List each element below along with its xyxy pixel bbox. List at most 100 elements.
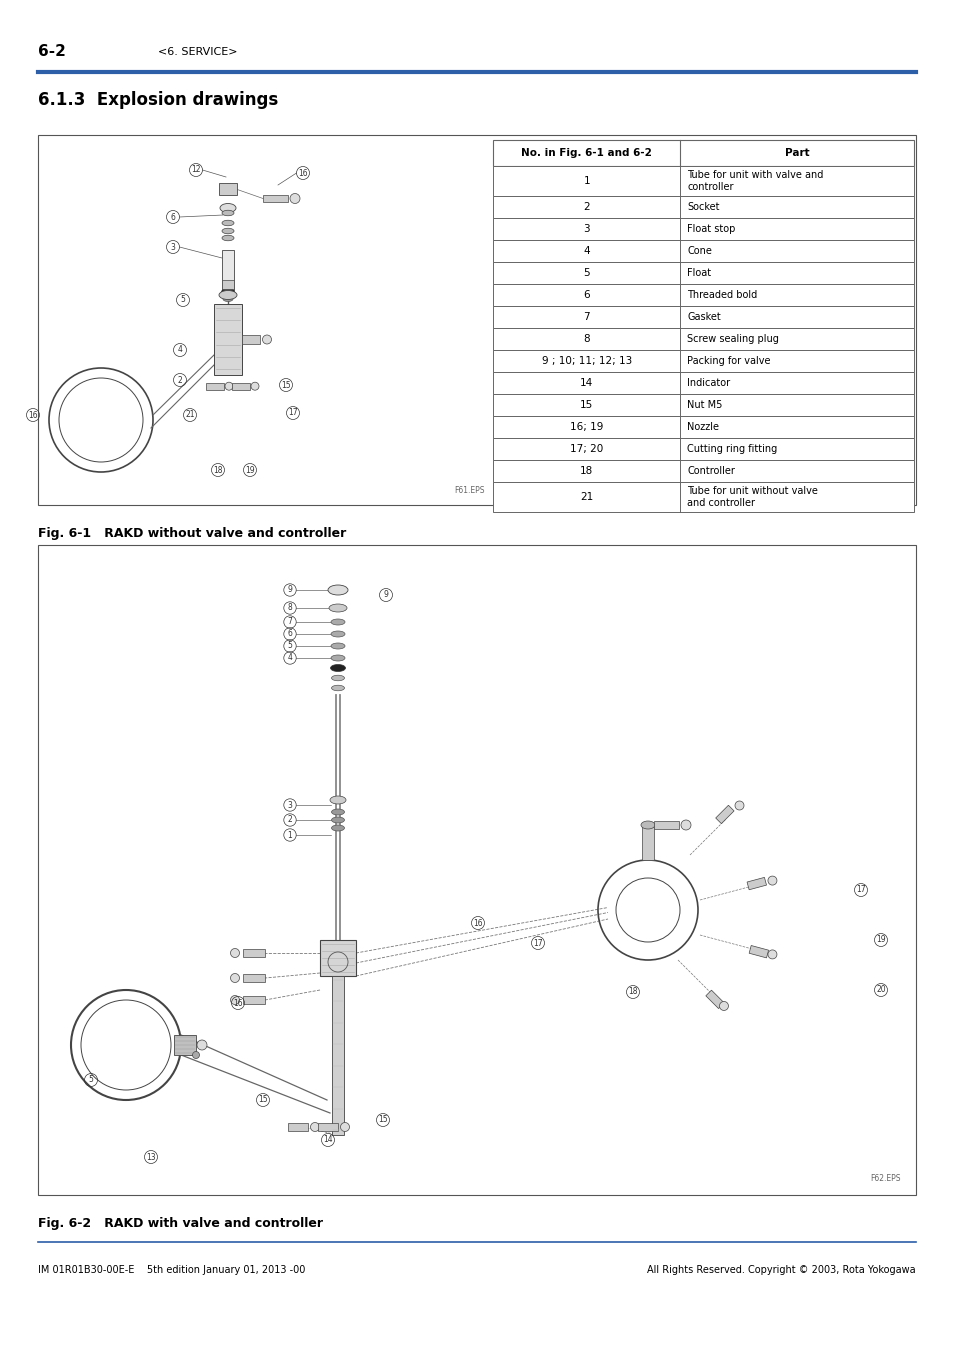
Text: 9: 9 [383, 590, 388, 599]
Bar [219, 184, 236, 194]
Ellipse shape [331, 620, 345, 625]
Text: 21: 21 [185, 410, 194, 420]
Text: <6. SERVICE>: <6. SERVICE> [158, 47, 237, 57]
Text: 19: 19 [875, 936, 885, 945]
Text: Cutting ring fitting: Cutting ring fitting [686, 444, 777, 454]
Bar [493, 166, 913, 196]
Ellipse shape [331, 686, 344, 691]
Text: Threaded bold: Threaded bold [686, 290, 757, 300]
Bar [38, 135, 915, 505]
Ellipse shape [222, 220, 233, 225]
Bar [746, 878, 765, 890]
Text: 18: 18 [579, 466, 593, 477]
Bar [493, 217, 913, 240]
Text: Float: Float [686, 269, 711, 278]
Ellipse shape [251, 382, 258, 390]
Text: 2: 2 [287, 815, 292, 825]
Text: 18: 18 [213, 466, 222, 474]
Text: Nut M5: Nut M5 [686, 400, 722, 410]
Text: Cone: Cone [686, 246, 712, 256]
Ellipse shape [331, 825, 344, 832]
Text: 16: 16 [298, 169, 308, 177]
Text: F62.EPS: F62.EPS [869, 1174, 900, 1183]
Text: 15: 15 [579, 400, 593, 410]
Ellipse shape [290, 193, 299, 204]
Bar [222, 279, 233, 289]
Text: 20: 20 [875, 986, 885, 995]
Bar [317, 1123, 337, 1131]
Text: 16: 16 [233, 999, 243, 1007]
Text: F61.EPS: F61.EPS [454, 486, 484, 495]
Ellipse shape [223, 297, 233, 301]
Bar [493, 140, 913, 166]
Ellipse shape [767, 950, 776, 958]
Bar [493, 437, 913, 460]
Text: 6-2: 6-2 [38, 45, 66, 59]
Ellipse shape [223, 290, 233, 296]
Text: 9: 9 [287, 586, 293, 594]
Ellipse shape [331, 643, 345, 649]
Bar [493, 328, 913, 350]
Ellipse shape [231, 973, 239, 983]
Text: 6: 6 [171, 212, 175, 221]
Bar [288, 1123, 308, 1131]
Text: 5: 5 [287, 641, 293, 651]
Text: Screw sealing plug: Screw sealing plug [686, 333, 779, 344]
Text: 13: 13 [146, 1153, 155, 1161]
Text: 17: 17 [855, 886, 865, 895]
Bar [173, 1035, 195, 1054]
Text: 3: 3 [287, 801, 293, 810]
Text: 6.1.3  Explosion drawings: 6.1.3 Explosion drawings [38, 90, 278, 109]
Ellipse shape [640, 821, 655, 829]
Bar [263, 194, 288, 202]
Text: 2: 2 [582, 202, 589, 212]
Text: 8: 8 [582, 333, 589, 344]
Bar [493, 262, 913, 284]
Text: 1: 1 [582, 176, 589, 186]
Ellipse shape [222, 235, 233, 240]
Text: 6: 6 [287, 629, 293, 639]
Bar [493, 394, 913, 416]
Bar [232, 383, 250, 390]
Bar [493, 373, 913, 394]
Text: Gasket: Gasket [686, 312, 720, 323]
Text: 15: 15 [377, 1115, 388, 1125]
Text: 12: 12 [191, 166, 200, 174]
Text: Tube for unit without valve
and controller: Tube for unit without valve and controll… [686, 486, 818, 508]
Text: Packing for valve: Packing for valve [686, 356, 770, 366]
Ellipse shape [310, 1122, 319, 1131]
Text: Float stop: Float stop [686, 224, 735, 234]
Ellipse shape [328, 585, 348, 595]
Ellipse shape [262, 335, 272, 344]
Text: Controller: Controller [686, 466, 735, 477]
Text: Nozzle: Nozzle [686, 423, 719, 432]
Text: 14: 14 [579, 378, 593, 387]
Bar [243, 973, 265, 981]
Text: 15: 15 [281, 381, 291, 390]
Bar [332, 976, 344, 1135]
Text: 3: 3 [171, 243, 175, 251]
Ellipse shape [719, 1002, 728, 1010]
Ellipse shape [196, 1040, 207, 1050]
Bar [222, 250, 233, 290]
Ellipse shape [331, 817, 344, 824]
Text: 2: 2 [177, 375, 182, 385]
Text: No. in Fig. 6-1 and 6-2: No. in Fig. 6-1 and 6-2 [520, 148, 652, 158]
Text: 16; 19: 16; 19 [569, 423, 602, 432]
Text: 6: 6 [582, 290, 589, 300]
Bar [715, 805, 733, 823]
Text: 17: 17 [288, 409, 297, 417]
Ellipse shape [331, 809, 344, 815]
Text: Socket: Socket [686, 202, 720, 212]
Ellipse shape [330, 796, 346, 805]
Bar [705, 990, 723, 1008]
Text: 21: 21 [579, 491, 593, 502]
Bar [493, 240, 913, 262]
Text: Fig. 6-1   RAKD without valve and controller: Fig. 6-1 RAKD without valve and controll… [38, 526, 346, 540]
Text: 19: 19 [245, 466, 254, 474]
Bar [243, 996, 265, 1004]
Text: 4: 4 [582, 246, 589, 256]
Text: 5: 5 [582, 269, 589, 278]
Bar [493, 460, 913, 482]
Text: 16: 16 [473, 918, 482, 927]
